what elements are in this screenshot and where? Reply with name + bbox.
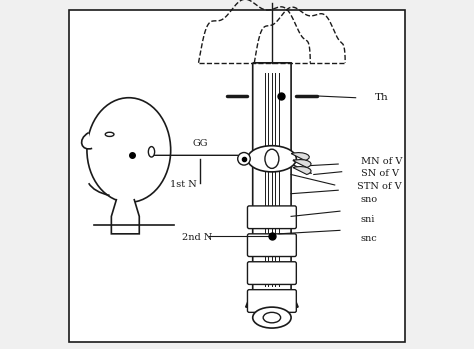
Text: 1st N: 1st N: [170, 180, 196, 189]
PathPatch shape: [293, 166, 311, 174]
Ellipse shape: [247, 146, 296, 172]
FancyBboxPatch shape: [70, 10, 404, 342]
Text: SN of V: SN of V: [361, 169, 399, 178]
Text: Th: Th: [375, 93, 389, 102]
Ellipse shape: [253, 307, 291, 328]
Ellipse shape: [263, 312, 281, 323]
PathPatch shape: [111, 199, 139, 234]
Text: snc: snc: [361, 234, 378, 243]
Text: MN of V: MN of V: [361, 157, 402, 166]
FancyBboxPatch shape: [247, 206, 296, 229]
FancyBboxPatch shape: [247, 290, 296, 312]
FancyBboxPatch shape: [247, 262, 296, 284]
Text: 2nd N: 2nd N: [182, 233, 212, 242]
PathPatch shape: [246, 63, 298, 307]
Text: sni: sni: [361, 215, 375, 224]
PathPatch shape: [82, 133, 92, 149]
Circle shape: [237, 153, 250, 165]
Text: sno: sno: [361, 195, 378, 204]
Ellipse shape: [265, 149, 279, 168]
Text: STN of V: STN of V: [357, 182, 402, 191]
PathPatch shape: [293, 159, 311, 168]
Ellipse shape: [148, 147, 155, 157]
Ellipse shape: [105, 132, 114, 136]
Text: GG: GG: [192, 139, 208, 148]
Ellipse shape: [87, 98, 171, 202]
FancyBboxPatch shape: [247, 234, 296, 257]
PathPatch shape: [291, 153, 310, 161]
